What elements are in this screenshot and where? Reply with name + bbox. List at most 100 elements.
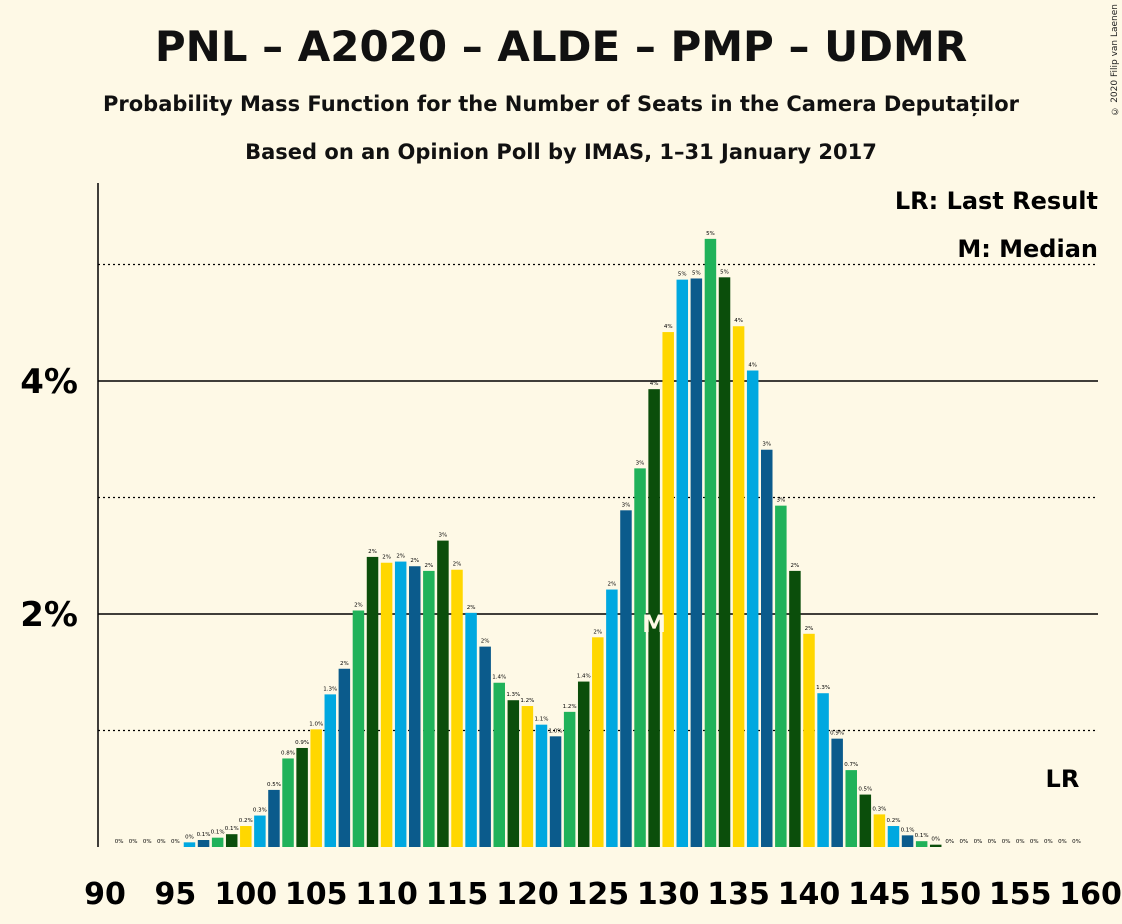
x-tick-label: 125 xyxy=(566,877,629,912)
grid-lines xyxy=(98,263,1098,732)
bar xyxy=(803,633,815,847)
bar xyxy=(732,326,745,847)
data-label: 0.9% xyxy=(295,740,309,746)
data-label: 0.2% xyxy=(886,818,900,824)
data-label: 0% xyxy=(931,837,940,843)
bar xyxy=(254,815,266,847)
bar xyxy=(634,468,646,847)
data-label: 1.4% xyxy=(492,675,506,681)
data-label: 1.3% xyxy=(506,692,520,698)
data-label: 2% xyxy=(805,626,814,632)
x-tick-label: 90 xyxy=(84,877,126,912)
bar xyxy=(775,505,787,847)
bar xyxy=(394,561,407,847)
bar xyxy=(211,837,224,847)
bar xyxy=(380,562,393,847)
data-label: 2% xyxy=(354,603,363,609)
x-tick-label: 145 xyxy=(848,877,911,912)
data-label: 1.1% xyxy=(534,717,548,723)
bar xyxy=(817,693,829,847)
data-label: 0% xyxy=(974,839,983,845)
data-label: 0.5% xyxy=(267,782,281,788)
chart-title: PNL – A2020 – ALDE – PMP – UDMR xyxy=(154,22,968,71)
x-tick-label: 100 xyxy=(214,877,277,912)
data-label: 0% xyxy=(945,839,954,845)
data-label: 4% xyxy=(734,318,743,324)
data-label: 0% xyxy=(157,839,166,845)
data-label: 0.7% xyxy=(844,762,858,768)
x-tick-label: 130 xyxy=(637,877,700,912)
data-label: 0% xyxy=(988,839,997,845)
chart-subtitle-poll: Based on an Opinion Poll by IMAS, 1–31 J… xyxy=(245,140,877,164)
data-label: 0% xyxy=(1058,839,1067,845)
data-label: 3% xyxy=(776,498,785,504)
data-label: 1.0% xyxy=(549,728,563,734)
data-label: 2% xyxy=(791,563,800,569)
bar xyxy=(324,694,337,847)
x-tick-label: 135 xyxy=(707,877,770,912)
data-label: 1.0% xyxy=(309,721,323,727)
bars-group xyxy=(183,238,942,848)
bar xyxy=(197,840,210,847)
data-label: 5% xyxy=(720,269,729,275)
legend-median: M: Median xyxy=(957,235,1098,263)
bar xyxy=(366,556,379,847)
legend-last-result: LR: Last Result xyxy=(895,187,1098,215)
data-label: 2% xyxy=(340,661,349,667)
data-label: 4% xyxy=(664,324,673,330)
data-label: 0.5% xyxy=(858,787,872,793)
data-label: 1.4% xyxy=(577,674,591,680)
x-tick-label: 95 xyxy=(155,877,197,912)
bar xyxy=(549,736,562,847)
bar xyxy=(451,569,463,847)
bar xyxy=(887,826,900,847)
x-tick-label: 105 xyxy=(285,877,348,912)
bar xyxy=(507,700,520,847)
data-label: 4% xyxy=(748,363,757,369)
bar xyxy=(268,789,280,847)
bar xyxy=(859,794,872,847)
data-labels-group: 0% 0% 0% 0% 0%0% 0.1% 0.1%0.1%0.2%0.3%0.5%0.8%… xyxy=(115,231,1081,845)
data-label: 2% xyxy=(410,558,419,564)
bar xyxy=(676,279,689,847)
bar xyxy=(929,844,942,847)
data-label: 3% xyxy=(439,533,448,539)
data-label: 2% xyxy=(382,555,391,561)
data-label: 0% xyxy=(1072,839,1081,845)
data-label: 0.2% xyxy=(239,818,253,824)
data-label: 0.3% xyxy=(872,806,886,812)
data-label: 0% xyxy=(1016,839,1025,845)
x-tick-label: 155 xyxy=(989,877,1052,912)
data-label: 0.3% xyxy=(253,808,267,814)
bar xyxy=(789,570,801,847)
data-label: 0% xyxy=(171,839,180,845)
data-label: 0% xyxy=(1002,839,1011,845)
data-label: 3% xyxy=(636,460,645,466)
bar xyxy=(535,724,548,847)
data-label: 2% xyxy=(481,639,490,645)
y-tick-label: 2% xyxy=(20,595,78,635)
bar xyxy=(338,668,351,847)
bar xyxy=(704,238,717,847)
last-result-marker: LR xyxy=(1046,765,1080,793)
bar xyxy=(282,758,294,847)
bar xyxy=(901,835,914,847)
data-label: 2% xyxy=(608,582,617,588)
x-tick-label: 120 xyxy=(496,877,559,912)
data-label: 1.2% xyxy=(563,704,577,710)
bar xyxy=(183,842,196,847)
y-tick-label: 4% xyxy=(20,362,78,402)
data-label: 2% xyxy=(467,605,476,611)
data-label: 2% xyxy=(424,563,433,569)
data-label: 2% xyxy=(593,629,602,635)
bar xyxy=(592,637,604,847)
bar xyxy=(915,841,928,847)
x-tick-label: 140 xyxy=(778,877,841,912)
bar xyxy=(296,747,308,847)
data-label: 0.9% xyxy=(830,731,844,737)
bar xyxy=(479,646,491,847)
bar xyxy=(577,681,590,847)
data-label: 3% xyxy=(622,502,631,508)
data-label: 0% xyxy=(129,839,138,845)
data-label: 3% xyxy=(762,442,771,448)
